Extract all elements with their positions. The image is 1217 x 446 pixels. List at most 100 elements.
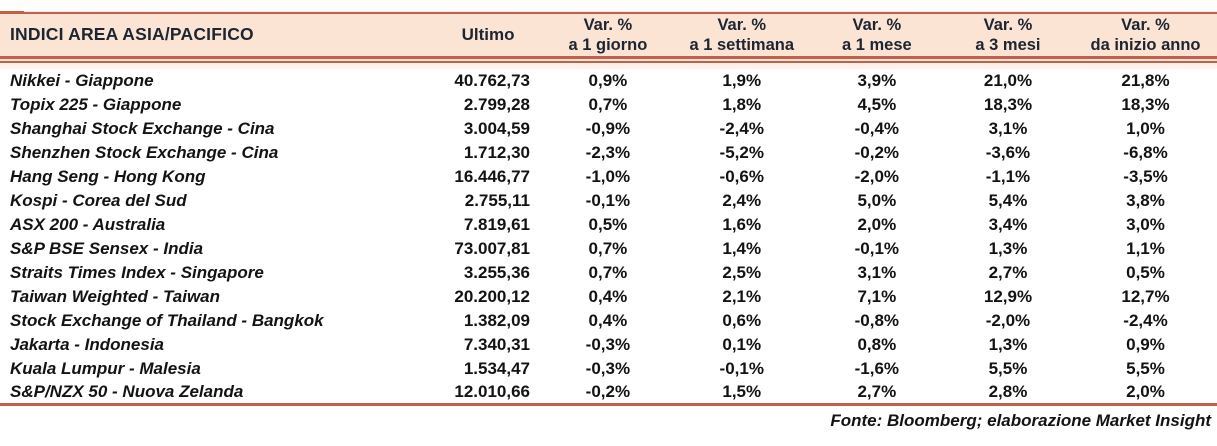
var-value: 3,9% xyxy=(857,70,897,90)
var-value: -0,1% xyxy=(854,238,900,258)
var-value: 12,9% xyxy=(983,286,1033,306)
index-name: Kuala Lumpur - Malesia xyxy=(10,358,201,378)
var-value: 3,8% xyxy=(1126,190,1165,210)
column-header-var-1-settimana: Var. % a 1 settimana xyxy=(671,11,812,56)
var-value: 0,9% xyxy=(588,70,628,90)
var-value: -3,5% xyxy=(1123,166,1168,186)
index-name: Nikkei - Giappone xyxy=(10,70,154,90)
var-value: 5,0% xyxy=(857,190,897,210)
var-value: 3,4% xyxy=(988,214,1028,234)
var-label: Var. % xyxy=(852,15,902,34)
separator-light-band xyxy=(0,62,1217,69)
ultimo-value: 73.007,81 xyxy=(454,238,530,258)
table-row: Shanghai Stock Exchange - Cina 3.004,59 -0… xyxy=(0,117,1217,141)
var-value: 0,8% xyxy=(857,334,897,354)
var-value: 3,0% xyxy=(1126,214,1165,234)
var-value: 2,4% xyxy=(722,190,762,210)
table-row: ASX 200 - Australia 7.819,61 0,5% 1,6% 2,0% 3… xyxy=(0,213,1217,237)
table-title: INDICI AREA ASIA/PACIFICO xyxy=(0,11,433,56)
column-header-var-1-giorno: Var. % a 1 giorno xyxy=(544,11,672,56)
index-name: Topix 225 - Giappone xyxy=(10,94,182,114)
var-value: -6,8% xyxy=(1123,142,1168,162)
header-row: INDICI AREA ASIA/PACIFICO Ultimo Var. % … xyxy=(0,11,1217,56)
var-value: 3,1% xyxy=(857,262,897,282)
ultimo-value: 1.534,47 xyxy=(463,358,530,378)
var-value: 2,7% xyxy=(988,262,1028,282)
var-value: 0,6% xyxy=(722,310,762,330)
var-value: 21,8% xyxy=(1121,70,1170,90)
separator-gap xyxy=(0,58,1217,61)
var-period: a 3 mesi xyxy=(975,35,1041,54)
table-row: Hang Seng - Hong Kong 16.446,77 -1,0% -0,6%… xyxy=(0,165,1217,189)
ultimo-value: 40.762,73 xyxy=(454,70,530,90)
var-value: -0,2% xyxy=(854,142,900,162)
index-name: ASX 200 - Australia xyxy=(10,214,166,234)
var-period: a 1 mese xyxy=(841,35,912,54)
var-period: a 1 settimana xyxy=(689,35,795,54)
table-row: Taiwan Weighted - Taiwan 20.200,12 0,4% 2,1… xyxy=(0,285,1217,309)
table-row: S&P BSE Sensex - India 73.007,81 0,7% 1,4% -… xyxy=(0,237,1217,261)
var-value: 0,9% xyxy=(1126,334,1165,354)
var-value: -1,0% xyxy=(585,166,631,186)
var-value: 4,5% xyxy=(857,94,897,114)
var-value: -0,2% xyxy=(544,380,672,406)
index-name: Shanghai Stock Exchange - Cina xyxy=(10,118,275,138)
separator-thick-line xyxy=(0,55,1217,59)
index-name: S&P BSE Sensex - India xyxy=(10,238,204,258)
var-value: -1,1% xyxy=(985,166,1031,186)
var-label: Var. % xyxy=(583,15,633,34)
source-note: Fonte: Bloomberg; elaborazione Market In… xyxy=(830,411,1211,430)
var-value: 0,7% xyxy=(588,238,628,258)
var-value: 2,1% xyxy=(722,286,762,306)
var-value: 1,9% xyxy=(722,70,762,90)
ultimo-value: 3.255,36 xyxy=(463,262,530,282)
ultimo-value: 2.799,28 xyxy=(463,94,530,114)
index-name: Jakarta - Indonesia xyxy=(10,334,165,354)
var-label: Var. % xyxy=(1121,15,1170,34)
var-value: -0,1% xyxy=(585,190,631,210)
var-value: 5,4% xyxy=(988,190,1028,210)
var-value: 1,0% xyxy=(1126,118,1165,138)
header-separator xyxy=(0,55,1217,69)
var-value: 0,7% xyxy=(588,262,628,282)
var-value: 2,0% xyxy=(1073,380,1217,406)
var-value: 0,4% xyxy=(588,286,628,306)
var-value: 5,5% xyxy=(1126,358,1165,378)
var-value: 0,5% xyxy=(588,214,628,234)
var-value: 1,8% xyxy=(722,94,762,114)
var-value: -2,3% xyxy=(585,142,631,162)
column-header-var-3-mesi: Var. % a 3 mesi xyxy=(941,11,1074,56)
ultimo-value: 1.382,09 xyxy=(463,310,530,330)
var-value: -3,6% xyxy=(985,142,1031,162)
column-header-var-1-mese: Var. % a 1 mese xyxy=(811,11,942,56)
var-value: 1,4% xyxy=(722,238,762,258)
var-value: 5,5% xyxy=(988,358,1028,378)
var-period: da inizio anno xyxy=(1090,35,1201,54)
separator-thin-line xyxy=(0,60,1217,63)
var-value: -2,0% xyxy=(985,310,1031,330)
ultimo-value: 3.004,59 xyxy=(463,118,530,138)
var-period: a 1 giorno xyxy=(568,35,648,54)
var-value: 21,0% xyxy=(983,70,1033,90)
index-name: S&P/NZX 50 - Nuova Zelanda xyxy=(0,380,433,406)
asia-pacific-indices-table: INDICI AREA ASIA/PACIFICO Ultimo Var. % … xyxy=(0,11,1217,406)
var-value: 0,7% xyxy=(588,94,628,114)
index-name: Shenzhen Stock Exchange - Cina xyxy=(10,142,279,162)
table-row: Kospi - Corea del Sud 2.755,11 -0,1% 2,4% 5,… xyxy=(0,189,1217,213)
var-value: -0,3% xyxy=(585,334,631,354)
var-value: -0,1% xyxy=(719,358,764,378)
var-value: -2,4% xyxy=(1123,310,1168,330)
var-value: 2,8% xyxy=(941,380,1074,406)
var-value: 18,3% xyxy=(983,94,1033,114)
ultimo-value: 7.340,31 xyxy=(463,334,530,354)
table-row: Straits Times Index - Singapore 3.255,36 0… xyxy=(0,261,1217,285)
table-row: Kuala Lumpur - Malesia 1.534,47 -0,3% -0,1%… xyxy=(0,357,1217,381)
var-value: 18,3% xyxy=(1121,94,1170,114)
var-value: 0,1% xyxy=(722,334,762,354)
ultimo-value: 1.712,30 xyxy=(463,142,530,162)
ultimo-value: 16.446,77 xyxy=(454,166,530,186)
index-name: Straits Times Index - Singapore xyxy=(10,262,264,282)
table-body: Nikkei - Giappone 40.762,73 0,9% 1,9% 3,9% 21… xyxy=(0,69,1217,406)
var-value: -0,6% xyxy=(719,166,764,186)
var-value: 2,7% xyxy=(811,380,942,406)
